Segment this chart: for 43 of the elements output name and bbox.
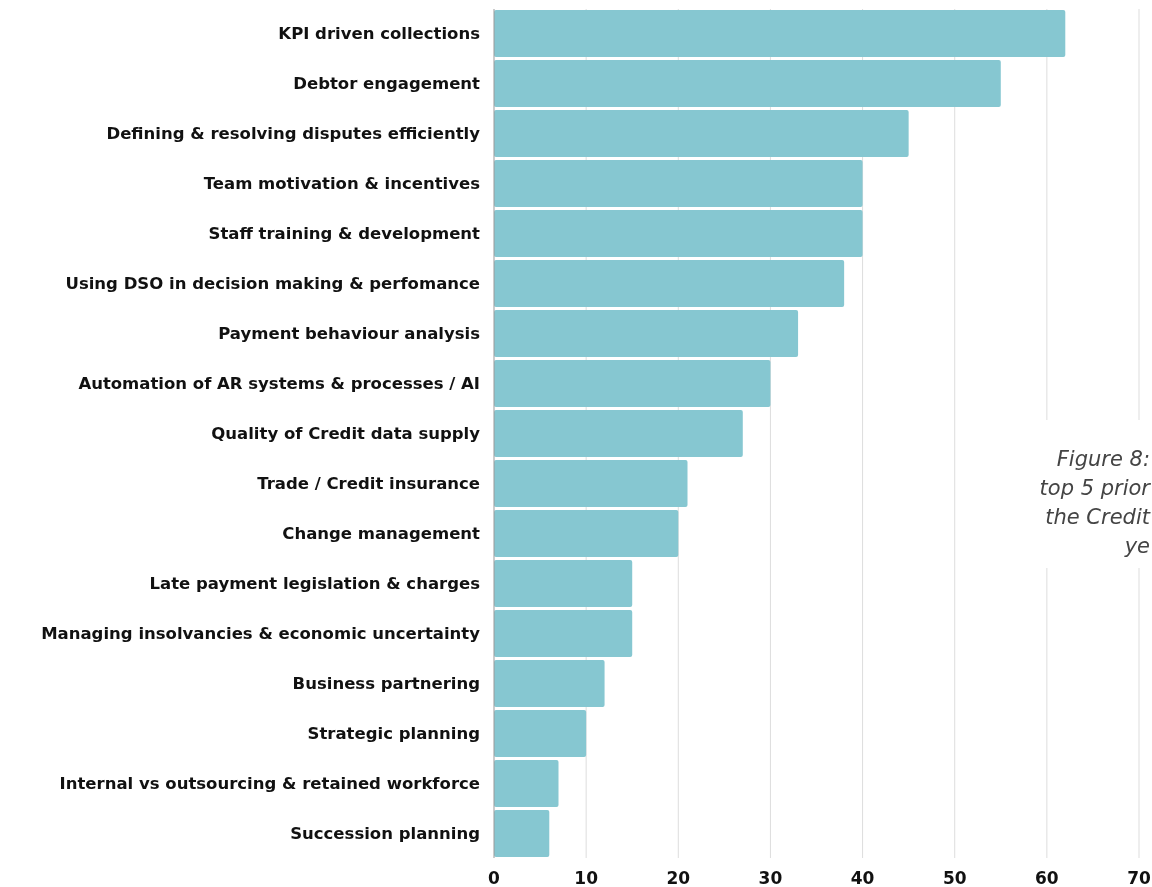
y-tick-label: Quality of Credit data supply xyxy=(211,424,481,444)
x-tick-label: 20 xyxy=(666,868,691,887)
bar xyxy=(494,710,587,757)
bar xyxy=(494,60,1001,107)
bar xyxy=(494,210,863,257)
x-tick-label: 70 xyxy=(1127,868,1151,887)
bar xyxy=(494,460,688,507)
y-tick-label: Debtor engagement xyxy=(293,74,481,94)
y-tick-label: Internal vs outsourcing & retained workforce xyxy=(59,774,480,794)
bar xyxy=(494,410,743,457)
y-tick-label: Trade / Credit insurance xyxy=(257,474,480,494)
x-tick-label: 60 xyxy=(1035,868,1059,887)
y-tick-label: KPI driven collections xyxy=(278,24,481,44)
y-tick-label: Payment behaviour analysis xyxy=(218,324,481,344)
bar xyxy=(494,810,550,857)
bar xyxy=(494,310,799,357)
y-tick-label: Defining & resolving disputes efficiently xyxy=(106,124,481,144)
x-tick-label: 10 xyxy=(574,868,599,887)
y-tick-label: Automation of AR systems & processes / AI xyxy=(78,374,480,394)
y-tick-label: Using DSO in decision making & perfomance xyxy=(65,274,480,294)
x-tick-label: 30 xyxy=(758,868,783,887)
y-tick-label: Succession planning xyxy=(290,824,480,844)
x-tick-label: 0 xyxy=(488,868,501,887)
y-tick-label: Business partnering xyxy=(292,674,480,694)
y-tick-label: Late payment legislation & charges xyxy=(149,574,481,594)
bar xyxy=(494,510,679,557)
bar xyxy=(494,260,845,307)
bar xyxy=(494,610,633,657)
bar xyxy=(494,110,909,157)
y-tick-label: Team motivation & incentives xyxy=(203,174,481,194)
y-tick-label: Managing insolvancies & economic uncertainty xyxy=(41,624,481,644)
bar xyxy=(494,10,1066,57)
y-tick-label: Staff training & development xyxy=(208,224,481,244)
x-tick-label: 50 xyxy=(942,868,967,887)
annotation: Figure 8: top 5 prior the Credit ye xyxy=(1039,447,1152,558)
bar xyxy=(494,160,863,207)
bar xyxy=(494,760,559,807)
bar xyxy=(494,360,771,407)
bar xyxy=(494,660,605,707)
bar xyxy=(494,560,633,607)
y-tick-label: Change management xyxy=(282,524,481,544)
x-tick-label: 40 xyxy=(850,868,875,887)
y-tick-label: Strategic planning xyxy=(307,724,480,744)
